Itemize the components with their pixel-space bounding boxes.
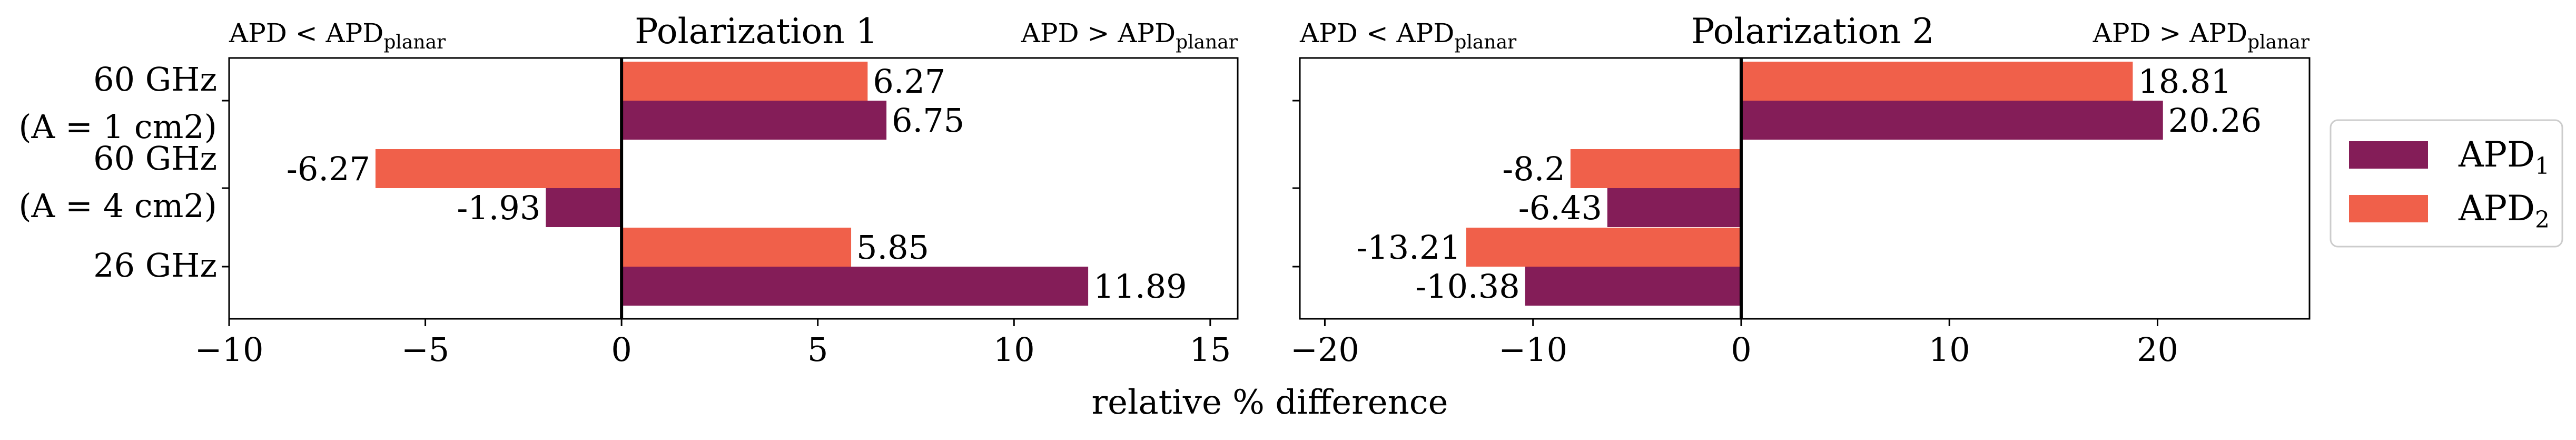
category-label: 60 GHz <box>93 60 217 99</box>
chart-title: Polarization 2 <box>1691 11 1935 52</box>
chart-title: Polarization 1 <box>635 11 878 52</box>
bar-apd1-0 <box>621 101 887 140</box>
data-label-apd2-0: 6.27 <box>873 62 945 101</box>
x-tick-label: −20 <box>1290 330 1359 369</box>
bar-apd1-2 <box>1525 267 1741 306</box>
legend: APD1 APD2 <box>2330 119 2563 248</box>
data-label-apd2-1: -8.2 <box>1502 150 1565 188</box>
data-label-apd2-1: -6.27 <box>287 150 370 188</box>
category-label: 26 GHz <box>93 246 217 285</box>
data-label-apd1-0: 6.75 <box>892 101 964 140</box>
bar-apd2-1 <box>1570 149 1741 188</box>
category-label: (A = 1 cm2) <box>18 107 217 146</box>
bar-apd2-0 <box>1741 62 2133 101</box>
x-tick-label: −10 <box>1498 330 1567 369</box>
left-annotation: APD < APDplanar <box>1299 18 1517 53</box>
panel-polarization-2: 18.81 -8.2 -13.21 20.26 -6.43 -10.38 −20 −10 0 10… <box>1290 11 2311 369</box>
x-axis-label: relative % difference <box>1092 383 1448 422</box>
x-tick-label: 10 <box>993 330 1035 369</box>
x-tick-label: 0 <box>611 330 631 369</box>
bar-apd2-0 <box>621 62 868 101</box>
legend-swatch-apd1 <box>2349 141 2428 169</box>
data-label-apd1-2: 11.89 <box>1093 267 1187 306</box>
data-label-apd1-1: -6.43 <box>1518 189 1602 227</box>
data-label-apd2-2: 5.85 <box>856 228 929 267</box>
x-tick-label: 0 <box>1731 330 1751 369</box>
bar-apd2-2 <box>621 228 852 267</box>
x-tick-label: 15 <box>1189 330 1231 369</box>
bar-apd1-2 <box>621 267 1089 306</box>
legend-label-apd2: APD2 <box>2458 188 2550 233</box>
bar-apd2-1 <box>375 149 622 188</box>
category-label: 60 GHz <box>93 139 217 178</box>
data-label-apd1-2: -10.38 <box>1415 267 1519 306</box>
bar-apd2-2 <box>1466 228 1741 267</box>
x-tick-label: −5 <box>401 330 449 369</box>
data-label-apd2-2: -13.21 <box>1356 228 1460 267</box>
data-label-apd2-0: 18.81 <box>2138 62 2232 101</box>
x-tick-label: 10 <box>1929 330 1970 369</box>
bar-apd1-1 <box>1607 188 1741 227</box>
bar-apd1-1 <box>546 188 622 227</box>
panel-polarization-1: 6.27 -6.27 5.85 6.75 -1.93 11.89 −10 −5 0 5 10 15 Po… <box>18 11 1239 369</box>
bar-apd1-0 <box>1741 101 2163 140</box>
right-annotation: APD > APDplanar <box>2093 18 2310 53</box>
legend-swatch-apd2 <box>2349 195 2428 222</box>
data-label-apd1-0: 20.26 <box>2168 101 2262 140</box>
legend-label-apd1: APD1 <box>2458 134 2550 180</box>
x-tick-label: 5 <box>807 330 828 369</box>
x-tick-label: 20 <box>2137 330 2178 369</box>
category-label: (A = 4 cm2) <box>18 187 217 225</box>
right-annotation: APD > APDplanar <box>1021 18 1238 53</box>
left-annotation: APD < APDplanar <box>229 18 446 53</box>
x-tick-label: −10 <box>195 330 264 369</box>
data-label-apd1-1: -1.93 <box>457 189 540 227</box>
